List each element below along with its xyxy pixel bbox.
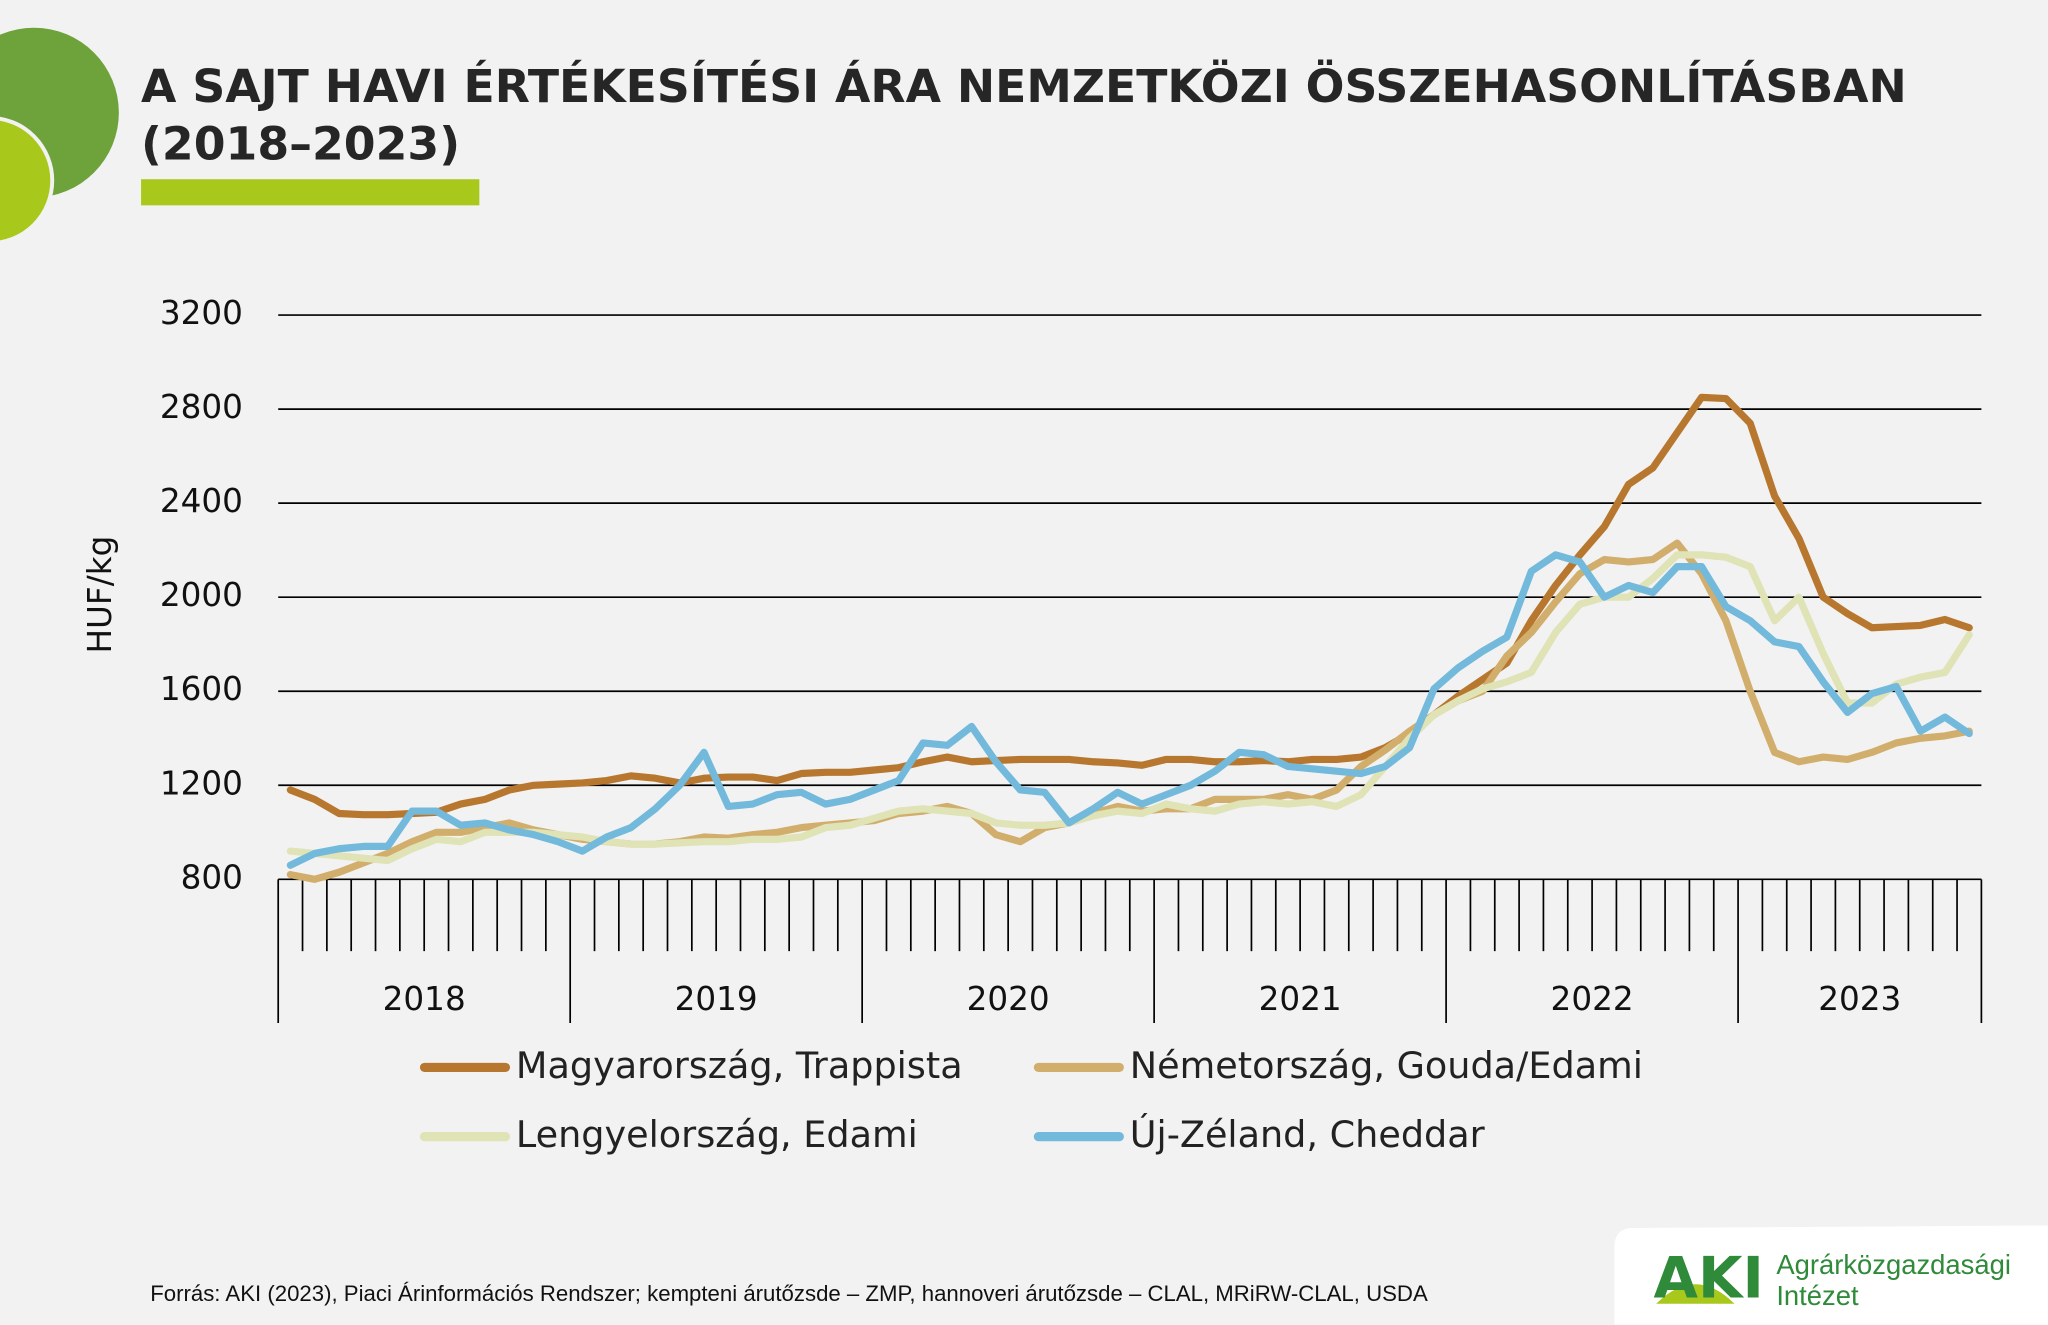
logo-mark: AKI [1654,1244,1764,1311]
legend-label: Magyarország, Trappista [516,1044,963,1087]
decor-circle [0,116,55,245]
series-line [286,393,1973,819]
y-tick-label: 1200 [160,764,243,802]
logo-text: Agrárközgazdasági [1776,1249,2011,1280]
y-tick-label: 2400 [160,482,243,520]
source: Forrás: AKI (2023), Piaci Árinformációs … [150,1281,1428,1306]
logo-hill [1656,1284,1735,1304]
legend-label: Lengyelország, Edami [516,1113,918,1156]
x-group-label: 2018 [383,980,466,1018]
legend-label: Németország, Gouda/Edami [1130,1044,1643,1087]
y-tick-label: 2800 [160,388,243,426]
x-group-label: 2021 [1259,980,1342,1018]
title-underline [141,179,480,206]
legend-label: Új-Zéland, Cheddar [1130,1112,1486,1156]
y-tick-label: 3200 [160,294,243,332]
chart-subtitle: (2018–2023) [141,118,460,171]
series-line [286,551,1973,869]
y-tick-label: 1600 [160,670,243,708]
y-tick-label: 800 [181,858,243,896]
chart-title: A SAJT HAVI ÉRTÉKESÍTÉSI ÁRA NEMZETKÖZI … [141,59,1907,113]
y-axis-label: HUF/kg [81,536,119,654]
x-group-label: 2022 [1551,980,1634,1018]
x-group-label: 2020 [967,980,1050,1018]
x-group-label: 2019 [675,980,758,1018]
y-tick-label: 2000 [160,576,243,614]
x-group-label: 2023 [1818,980,1901,1018]
logo-text: Intézet [1776,1280,1859,1311]
series-line [286,551,1973,865]
